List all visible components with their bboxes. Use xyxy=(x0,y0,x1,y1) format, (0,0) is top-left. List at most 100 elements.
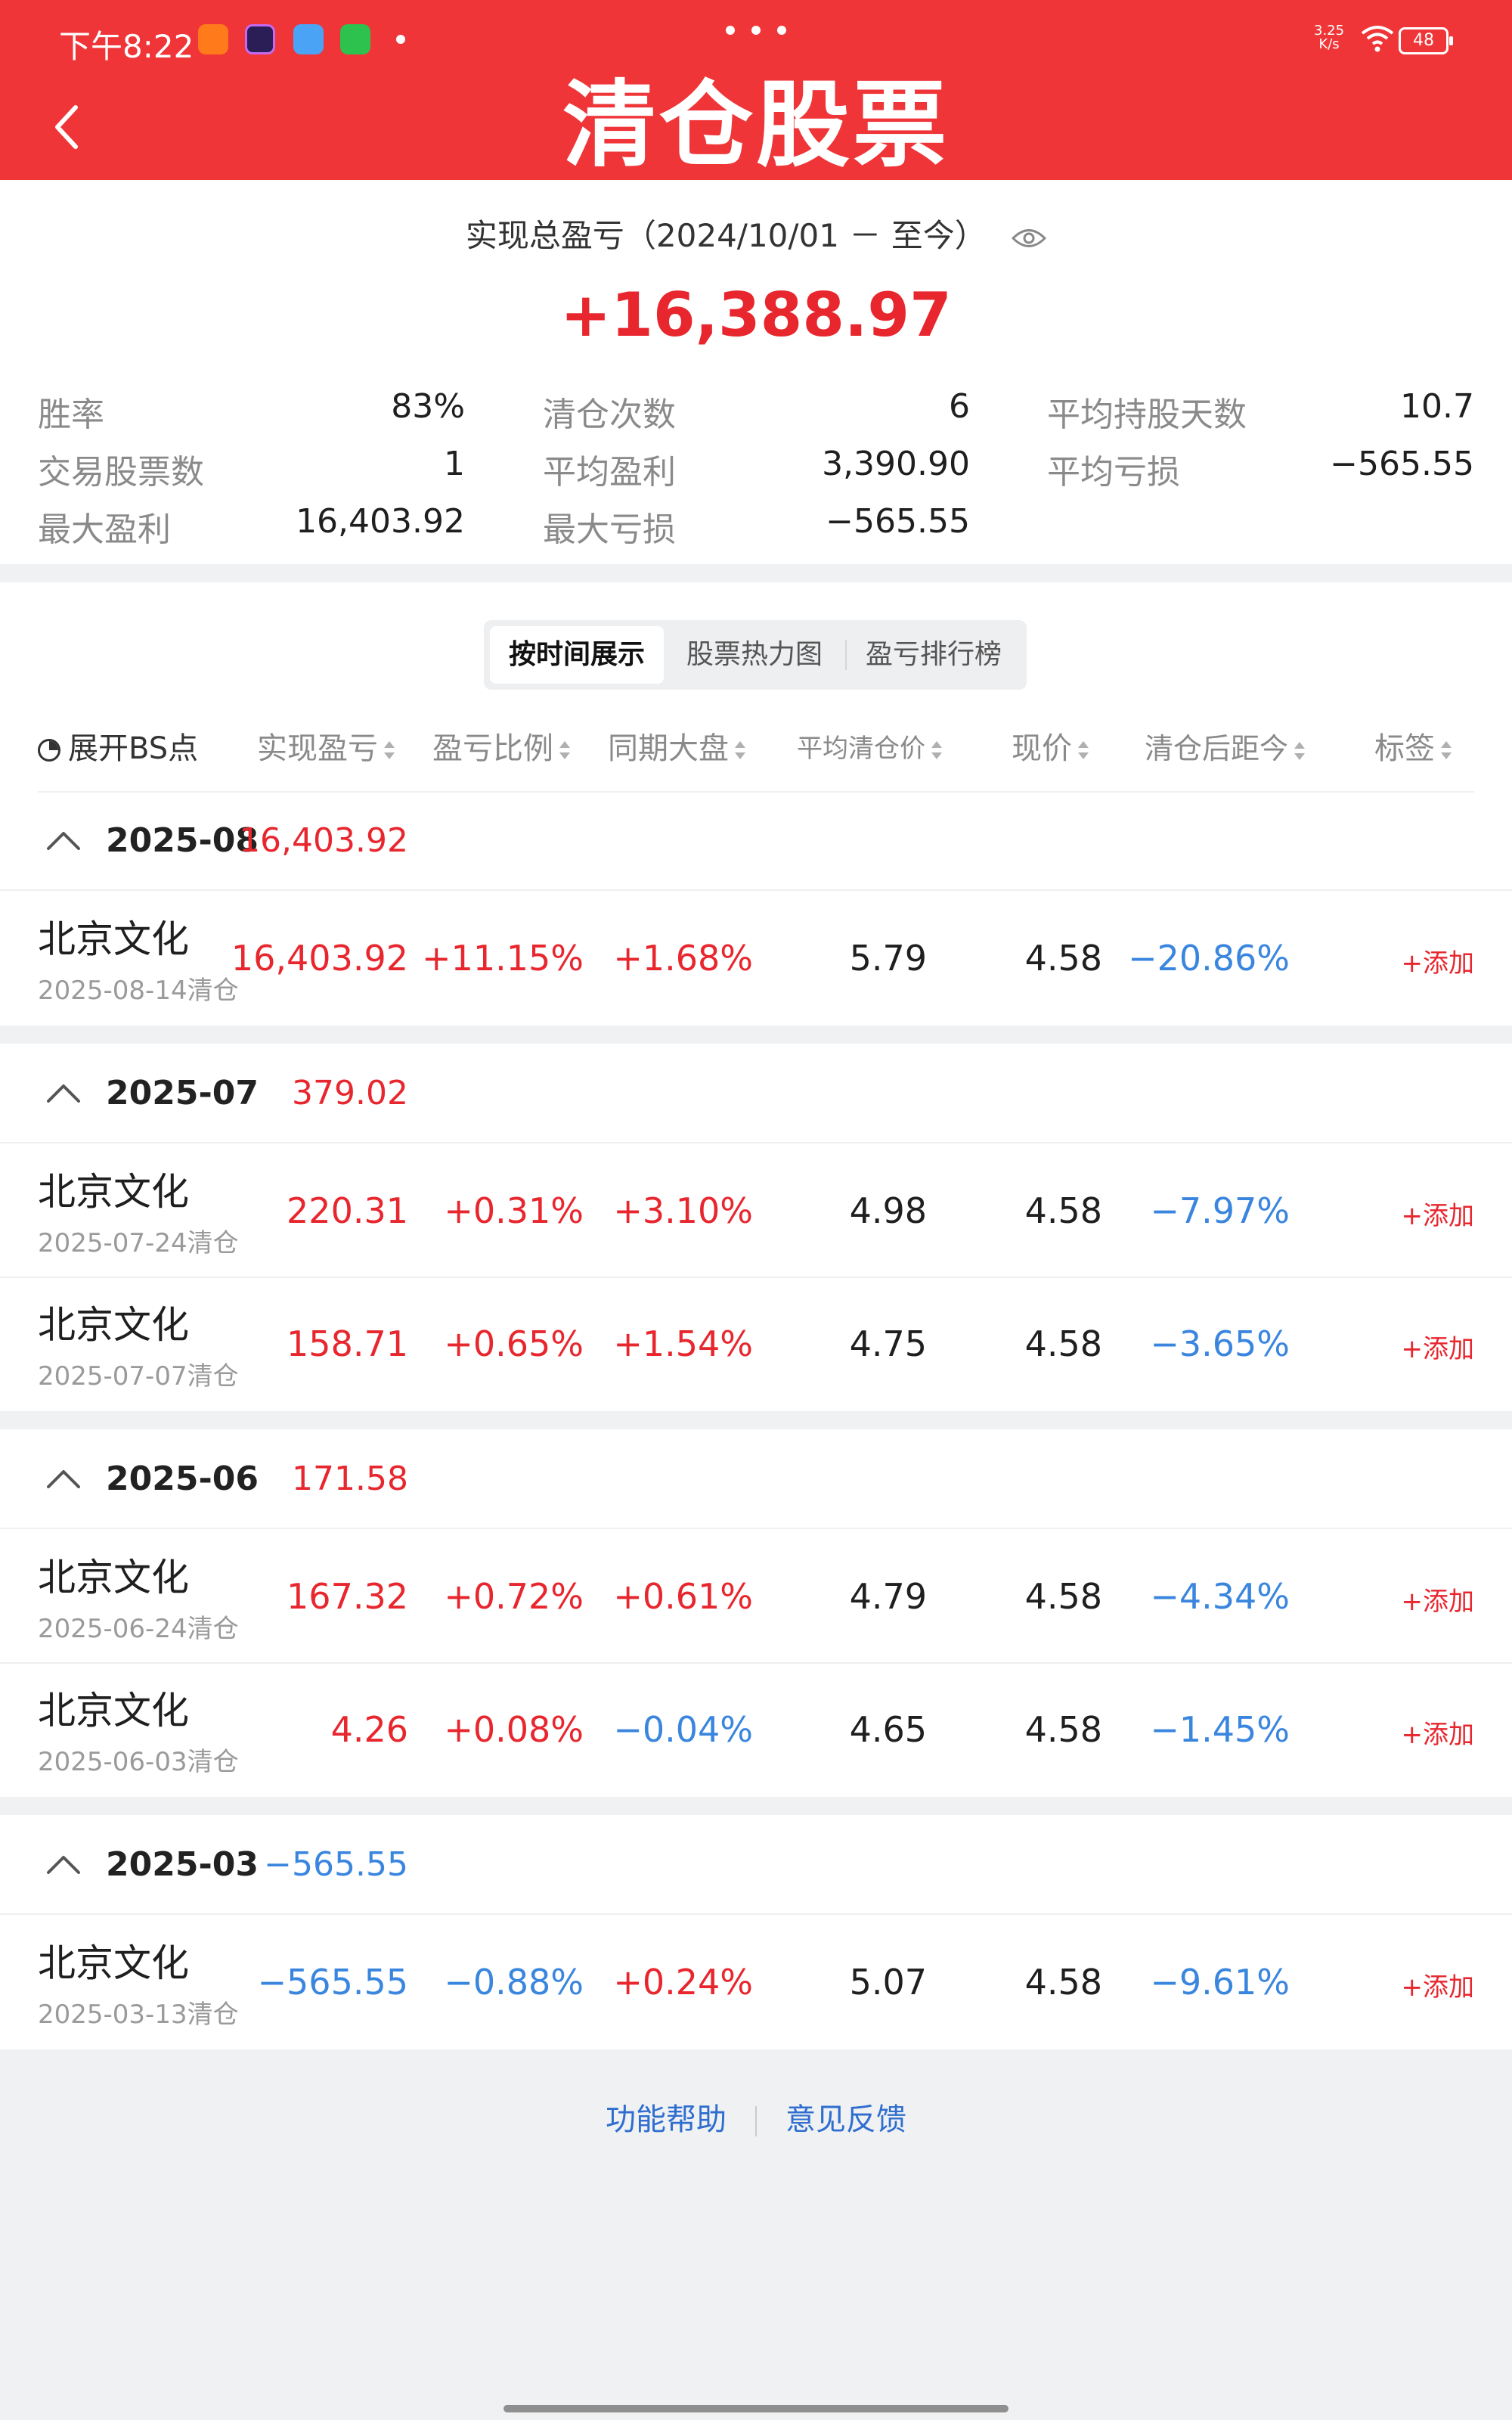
stat-avg-hold-days: 平均持股天数 10.7 xyxy=(1047,387,1474,434)
avg-close-price: 4.65 xyxy=(849,1709,927,1750)
pnl-ratio: +0.08% xyxy=(444,1709,584,1750)
battery-icon: 48 xyxy=(1399,27,1453,54)
wechat-notification-icon xyxy=(340,24,370,54)
more-icon[interactable] xyxy=(726,26,786,36)
group-month: 2025-06 xyxy=(106,1460,259,1498)
group-pnl-sum: 171.58 xyxy=(292,1460,408,1498)
stat-win-rate: 胜率 83% xyxy=(38,387,465,434)
chevron-up-icon[interactable] xyxy=(45,1853,82,1876)
position-row[interactable]: 北京文化 2025-06-24清仓 167.32 +0.72% +0.61% 4.79 4.… xyxy=(0,1531,1512,1664)
feedback-link[interactable]: 意见反馈 xyxy=(785,2102,906,2137)
month-group-header[interactable]: 2025-07 379.02 xyxy=(0,1045,1512,1143)
realized-pnl: −565.55 xyxy=(257,1962,409,2003)
col-since-close[interactable]: 清仓后距今 xyxy=(1145,726,1306,771)
close-date: 2025-07-24清仓 xyxy=(38,1228,239,1258)
close-date: 2025-06-03清仓 xyxy=(38,1747,239,1777)
group-month: 2025-03 xyxy=(106,1845,259,1884)
status-bar: 下午8:22 3.25 K/s 48 xyxy=(0,0,1512,76)
expand-bs-toggle[interactable]: 展开BS点 xyxy=(38,726,198,771)
sort-icon xyxy=(735,741,745,759)
pnl-ratio: +0.65% xyxy=(444,1323,584,1364)
realized-pnl: 4.26 xyxy=(330,1709,408,1750)
chevron-up-icon[interactable] xyxy=(45,1467,82,1490)
group-separator xyxy=(0,1797,1512,1815)
eye-icon[interactable] xyxy=(1012,227,1047,250)
add-tag-button[interactable]: +添加 xyxy=(1401,1587,1475,1617)
pie-icon xyxy=(38,739,60,762)
view-tabs: 按时间展示 股票热力图 盈亏排行榜 xyxy=(484,620,1027,690)
close-date: 2025-03-13清仓 xyxy=(38,2000,239,2030)
current-price: 4.58 xyxy=(1024,1962,1102,2003)
realized-pnl: 158.71 xyxy=(287,1323,408,1364)
market-change: −0.04% xyxy=(613,1709,753,1750)
sort-icon xyxy=(559,741,570,759)
month-group-header[interactable]: 2025-06 171.58 xyxy=(0,1431,1512,1529)
add-tag-button[interactable]: +添加 xyxy=(1401,1720,1475,1750)
avg-close-price: 4.75 xyxy=(849,1323,927,1364)
header-rule xyxy=(38,791,1474,793)
market-change: +1.54% xyxy=(613,1323,753,1364)
current-price: 4.58 xyxy=(1024,1709,1102,1750)
app-header: 下午8:22 3.25 K/s 48 清仓股票 xyxy=(0,0,1512,180)
month-group-header[interactable]: 2025-08 16,403.92 xyxy=(0,793,1512,891)
position-row[interactable]: 北京文化 2025-06-03清仓 4.26 +0.08% −0.04% 4.65 4.58… xyxy=(0,1664,1512,1797)
chevron-up-icon[interactable] xyxy=(45,829,82,852)
tab-by-time[interactable]: 按时间展示 xyxy=(490,626,664,684)
tab-heatmap[interactable]: 股票热力图 xyxy=(686,639,823,670)
realized-pnl: 167.32 xyxy=(287,1576,408,1617)
sort-icon xyxy=(1294,741,1306,760)
sort-icon xyxy=(1078,741,1089,759)
home-indicator[interactable] xyxy=(503,2405,1009,2412)
add-tag-button[interactable]: +添加 xyxy=(1401,948,1475,979)
stat-max-profit: 最大盈利 16,403.92 xyxy=(38,502,465,549)
realized-pnl: 220.31 xyxy=(287,1190,408,1231)
add-tag-button[interactable]: +添加 xyxy=(1401,1334,1475,1364)
stat-avg-profit: 平均盈利 3,390.90 xyxy=(543,445,970,492)
col-market[interactable]: 同期大盘 xyxy=(608,726,745,771)
sort-icon xyxy=(1441,741,1452,759)
app-notification-icon xyxy=(245,24,275,54)
footer-separator xyxy=(755,2106,757,2136)
avg-close-price: 5.79 xyxy=(849,938,927,979)
stock-name: 北京文化 xyxy=(38,1170,189,1214)
col-current-price[interactable]: 现价 xyxy=(1012,726,1089,771)
change-since-close: −7.97% xyxy=(1150,1190,1290,1231)
current-price: 4.58 xyxy=(1024,1576,1102,1617)
stat-close-count: 清仓次数 6 xyxy=(543,387,970,434)
realized-pnl: 16,403.92 xyxy=(231,938,408,979)
avg-close-price: 4.79 xyxy=(849,1576,927,1617)
group-separator xyxy=(0,1411,1512,1429)
help-link[interactable]: 功能帮助 xyxy=(606,2102,727,2137)
stock-name: 北京文化 xyxy=(38,917,189,961)
market-change: +1.68% xyxy=(613,938,753,979)
market-change: +3.10% xyxy=(613,1190,753,1231)
stat-max-loss: 最大亏损 −565.55 xyxy=(543,502,970,549)
stat-avg-loss: 平均亏损 −565.55 xyxy=(1047,445,1474,492)
total-pnl-label: 实现总盈亏（2024/10/01 － 至今） xyxy=(0,210,1512,256)
position-row[interactable]: 北京文化 2025-08-14清仓 16,403.92 +11.15% +1.68% 5.… xyxy=(0,892,1512,1025)
chevron-up-icon[interactable] xyxy=(45,1081,82,1104)
pnl-ratio: +0.31% xyxy=(444,1190,584,1231)
footer-links: 功能帮助 意见反馈 xyxy=(0,2095,1512,2139)
col-avg-close-price[interactable]: 平均清仓价 xyxy=(797,726,942,771)
tab-ranking[interactable]: 盈亏排行榜 xyxy=(865,639,1002,670)
col-realized-pnl[interactable]: 实现盈亏 xyxy=(257,726,395,771)
col-tag[interactable]: 标签 xyxy=(1374,726,1452,771)
month-group-header[interactable]: 2025-03 −565.55 xyxy=(0,1817,1512,1915)
tab-separator xyxy=(845,640,847,670)
add-tag-button[interactable]: +添加 xyxy=(1401,1201,1475,1231)
stock-name: 北京文化 xyxy=(38,1556,189,1599)
position-row[interactable]: 北京文化 2025-07-24清仓 220.31 +0.31% +3.10% 4.98 4.… xyxy=(0,1145,1512,1278)
market-change: +0.61% xyxy=(613,1576,753,1617)
position-row[interactable]: 北京文化 2025-07-07清仓 158.71 +0.65% +1.54% 4.75 4.… xyxy=(0,1278,1512,1411)
position-row[interactable]: 北京文化 2025-03-13清仓 −565.55 −0.88% +0.24% 5.07 4… xyxy=(0,1916,1512,2049)
back-button[interactable] xyxy=(45,97,91,157)
market-change: +0.24% xyxy=(613,1962,753,2003)
group-pnl-sum: 379.02 xyxy=(292,1074,408,1112)
col-pnl-ratio[interactable]: 盈亏比例 xyxy=(432,726,570,771)
change-since-close: −3.65% xyxy=(1150,1323,1290,1364)
stock-name: 北京文化 xyxy=(38,1303,189,1347)
group-separator xyxy=(0,1025,1512,1044)
add-tag-button[interactable]: +添加 xyxy=(1401,1972,1475,2003)
stock-name: 北京文化 xyxy=(38,1689,189,1733)
